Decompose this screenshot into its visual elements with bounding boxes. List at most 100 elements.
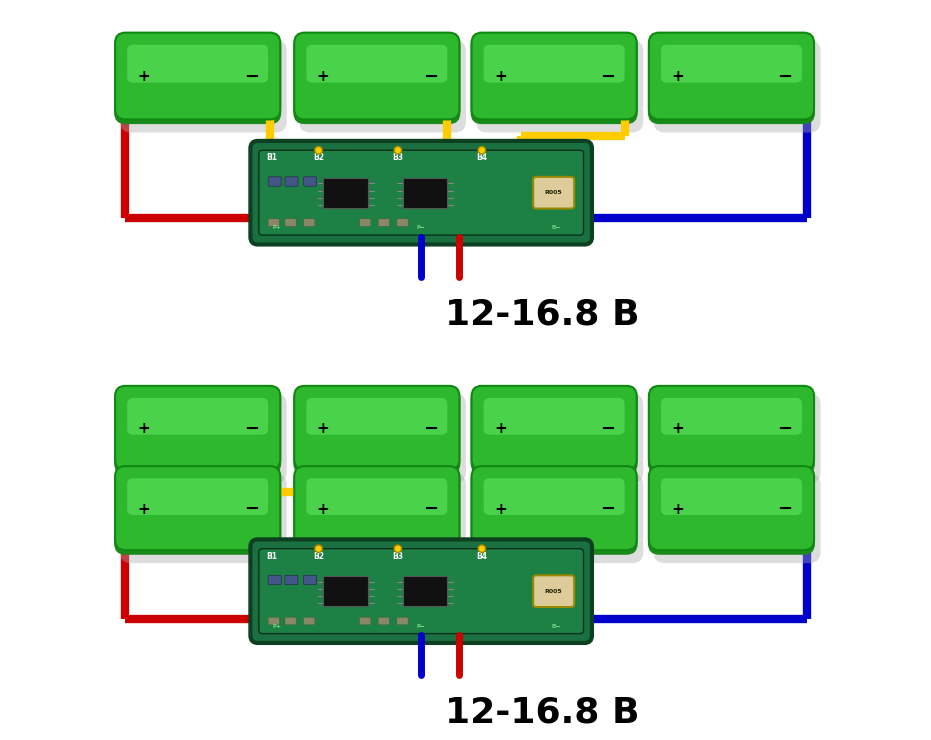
Text: +: + (494, 502, 506, 517)
FancyBboxPatch shape (268, 575, 281, 585)
FancyBboxPatch shape (306, 478, 447, 515)
FancyBboxPatch shape (649, 466, 814, 550)
FancyBboxPatch shape (471, 388, 638, 474)
Text: +: + (671, 70, 684, 84)
Text: +: + (494, 70, 506, 84)
FancyBboxPatch shape (115, 388, 281, 474)
FancyBboxPatch shape (294, 386, 459, 470)
FancyBboxPatch shape (472, 466, 637, 550)
FancyBboxPatch shape (294, 33, 459, 119)
FancyBboxPatch shape (378, 617, 389, 625)
Text: −: − (777, 420, 792, 438)
Text: −: − (423, 420, 439, 438)
FancyBboxPatch shape (306, 45, 447, 83)
Text: B2: B2 (313, 153, 324, 162)
Text: P−: P− (417, 225, 425, 230)
Text: +: + (317, 421, 330, 437)
FancyBboxPatch shape (285, 575, 298, 585)
FancyBboxPatch shape (268, 177, 281, 186)
Text: B1: B1 (266, 153, 277, 162)
Text: 12-16.8 В: 12-16.8 В (445, 696, 640, 730)
FancyBboxPatch shape (304, 177, 317, 186)
FancyBboxPatch shape (120, 474, 287, 563)
FancyBboxPatch shape (533, 575, 574, 607)
FancyBboxPatch shape (128, 45, 268, 83)
FancyBboxPatch shape (484, 398, 625, 434)
FancyBboxPatch shape (654, 40, 820, 132)
FancyBboxPatch shape (654, 394, 820, 483)
Circle shape (479, 545, 486, 553)
FancyBboxPatch shape (294, 466, 459, 550)
Circle shape (394, 147, 401, 154)
FancyBboxPatch shape (128, 478, 268, 515)
FancyBboxPatch shape (359, 617, 371, 625)
FancyBboxPatch shape (268, 219, 279, 226)
FancyBboxPatch shape (128, 398, 268, 434)
Text: −: − (777, 68, 792, 86)
FancyBboxPatch shape (115, 386, 280, 470)
Text: +: + (317, 502, 330, 517)
FancyBboxPatch shape (533, 177, 574, 209)
Text: +: + (138, 421, 151, 437)
Text: −: − (244, 68, 259, 86)
FancyBboxPatch shape (648, 35, 815, 124)
FancyBboxPatch shape (471, 35, 638, 124)
FancyBboxPatch shape (661, 45, 802, 83)
Text: P−: P− (417, 624, 425, 629)
FancyBboxPatch shape (250, 141, 592, 244)
FancyBboxPatch shape (293, 35, 460, 124)
Text: +: + (138, 70, 151, 84)
Text: −: − (423, 500, 439, 518)
FancyBboxPatch shape (115, 33, 280, 119)
FancyBboxPatch shape (306, 398, 447, 434)
Bar (402, 576, 447, 606)
FancyBboxPatch shape (378, 219, 389, 226)
FancyBboxPatch shape (654, 474, 820, 563)
Circle shape (479, 147, 486, 154)
FancyBboxPatch shape (649, 386, 814, 470)
Bar (402, 178, 447, 208)
Text: B4: B4 (477, 552, 487, 561)
Text: −: − (600, 420, 615, 438)
Text: 12-16.8 В: 12-16.8 В (445, 297, 640, 331)
FancyBboxPatch shape (299, 394, 466, 483)
Text: −: − (777, 500, 792, 518)
FancyBboxPatch shape (661, 478, 802, 515)
FancyBboxPatch shape (477, 474, 643, 563)
Text: B3: B3 (392, 552, 403, 561)
FancyBboxPatch shape (259, 150, 584, 235)
Text: −: − (423, 68, 439, 86)
Bar (323, 178, 368, 208)
FancyBboxPatch shape (648, 468, 815, 555)
FancyBboxPatch shape (120, 40, 287, 132)
FancyBboxPatch shape (359, 219, 371, 226)
Text: −: − (244, 500, 259, 518)
FancyBboxPatch shape (285, 177, 298, 186)
FancyBboxPatch shape (649, 33, 814, 119)
Circle shape (315, 147, 322, 154)
FancyBboxPatch shape (285, 219, 296, 226)
Text: R005: R005 (545, 588, 562, 593)
Text: B−: B− (552, 225, 561, 230)
Text: +: + (671, 421, 684, 437)
FancyBboxPatch shape (661, 398, 802, 434)
FancyBboxPatch shape (259, 548, 584, 633)
FancyBboxPatch shape (293, 388, 460, 474)
Text: B2: B2 (313, 552, 324, 561)
FancyBboxPatch shape (299, 40, 466, 132)
Text: +: + (671, 502, 684, 517)
FancyBboxPatch shape (397, 617, 408, 625)
FancyBboxPatch shape (299, 474, 466, 563)
FancyBboxPatch shape (304, 617, 315, 625)
Text: B4: B4 (477, 153, 487, 162)
FancyBboxPatch shape (115, 468, 281, 555)
FancyBboxPatch shape (472, 33, 637, 119)
Text: P+: P+ (272, 624, 281, 629)
FancyBboxPatch shape (304, 575, 317, 585)
FancyBboxPatch shape (397, 219, 408, 226)
Circle shape (394, 545, 401, 553)
Text: −: − (600, 68, 615, 86)
Text: +: + (317, 70, 330, 84)
FancyBboxPatch shape (304, 219, 315, 226)
Text: −: − (244, 420, 259, 438)
